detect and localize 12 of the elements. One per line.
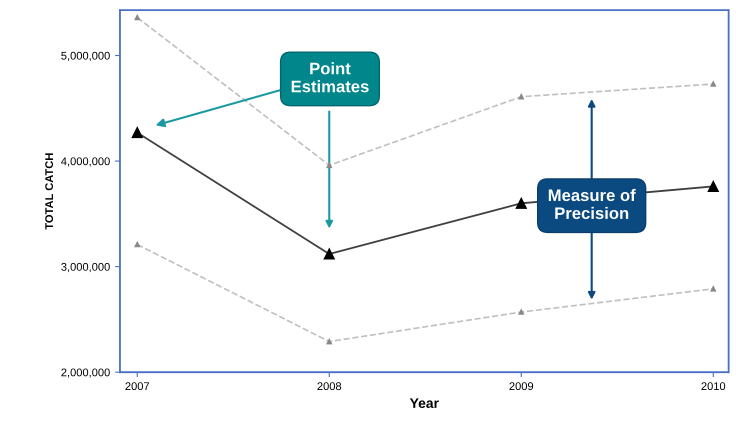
y-tick-label: 4,000,000 xyxy=(61,157,110,167)
x-tick-label: 2010 xyxy=(701,382,726,390)
y-tick-label: 5,000,000 xyxy=(61,52,110,61)
y-tick-label: 2,000,000 xyxy=(61,368,110,378)
annotation: Point Estimates xyxy=(292,62,369,92)
x-tick-label: 2007 xyxy=(125,382,150,390)
x-axis-title: Year xyxy=(410,398,439,408)
annotation: Measure of Precision xyxy=(548,188,636,220)
y-tick-label: 3,000,000 xyxy=(61,262,110,272)
x-tick-label: 2009 xyxy=(509,382,534,390)
y-axis-title: TOTAL CATCH xyxy=(45,153,54,230)
x-tick-label: 2008 xyxy=(317,382,342,390)
